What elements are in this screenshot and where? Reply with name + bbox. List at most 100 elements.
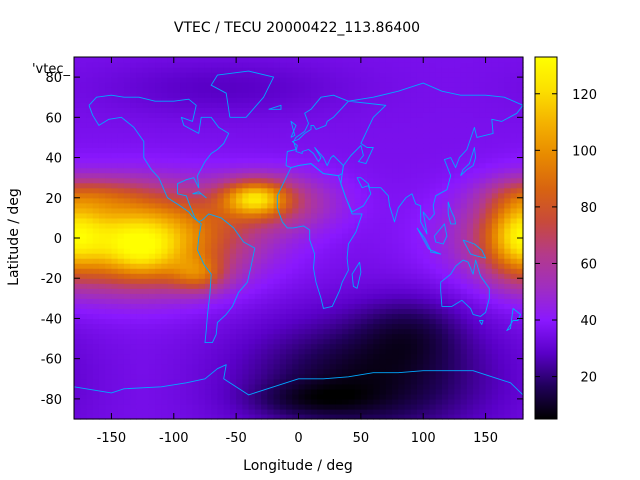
heatmap-cell [136, 212, 144, 219]
heatmap-cell [148, 373, 156, 380]
heatmap-cell [267, 217, 275, 224]
heatmap-cell [416, 403, 424, 410]
heatmap-cell [123, 248, 131, 254]
heatmap-cell [254, 303, 262, 309]
heatmap-cell [448, 408, 456, 415]
heatmap-cell [111, 137, 119, 144]
heatmap-cell [111, 248, 119, 254]
heatmap-cell [74, 398, 81, 405]
heatmap-cell [105, 117, 113, 123]
heatmap-cell [98, 177, 106, 184]
heatmap-cell [92, 77, 100, 83]
heatmap-cell [354, 187, 362, 194]
heatmap-cell [261, 182, 268, 189]
heatmap-cell [198, 232, 206, 239]
heatmap-cell [329, 273, 337, 279]
heatmap-cell [236, 192, 243, 199]
heatmap-cell [286, 197, 293, 204]
heatmap-cell [267, 373, 275, 380]
heatmap-cell [198, 323, 206, 330]
heatmap-cell [298, 333, 306, 340]
heatmap-cell [298, 408, 306, 415]
heatmap-cell [117, 278, 125, 284]
heatmap-cell [186, 192, 194, 199]
heatmap-cell [323, 413, 331, 420]
heatmap-cell [130, 107, 137, 113]
heatmap-cell [117, 132, 125, 139]
heatmap-cell [211, 157, 219, 164]
heatmap-cell [429, 162, 437, 169]
heatmap-cell [385, 212, 393, 219]
heatmap-cell [342, 67, 349, 73]
heatmap-cell [80, 102, 88, 108]
heatmap-cell [80, 368, 88, 375]
heatmap-cell [111, 112, 119, 118]
heatmap-cell [360, 413, 368, 420]
heatmap-cell [74, 182, 81, 189]
heatmap-cell [410, 132, 418, 139]
heatmap-cell [279, 358, 287, 365]
heatmap-cell [460, 348, 468, 355]
heatmap-cell [448, 413, 456, 420]
heatmap-cell [180, 202, 187, 209]
heatmap-cell [92, 403, 100, 410]
heatmap-cell [105, 388, 113, 395]
heatmap-cell [435, 202, 443, 209]
heatmap-cell [236, 398, 243, 405]
heatmap-cell [473, 147, 480, 154]
heatmap-cell [261, 67, 268, 73]
heatmap-cell [161, 398, 169, 405]
heatmap-cell [242, 137, 250, 144]
heatmap-cell [223, 112, 231, 118]
heatmap-cell [379, 343, 387, 350]
heatmap-cell [105, 303, 113, 309]
heatmap-cell [498, 167, 505, 174]
heatmap-cell [423, 273, 431, 279]
heatmap-cell [254, 177, 262, 184]
heatmap-cell [385, 263, 393, 269]
heatmap-cell [323, 243, 331, 249]
heatmap-cell [236, 273, 243, 279]
heatmap-cell [117, 273, 125, 279]
heatmap-cell [491, 137, 499, 144]
heatmap-cell [479, 57, 487, 63]
heatmap-cell [329, 263, 337, 269]
heatmap-cell [173, 388, 181, 395]
heatmap-cell [267, 112, 275, 118]
heatmap-cell [473, 308, 480, 315]
heatmap-cell [379, 127, 387, 134]
heatmap-cell [86, 323, 94, 330]
heatmap-cell [404, 217, 412, 224]
heatmap-cell [448, 117, 456, 123]
heatmap-cell [142, 308, 150, 315]
heatmap-cell [204, 393, 212, 400]
heatmap-cell [410, 162, 418, 169]
heatmap-cell [473, 77, 480, 83]
heatmap-cell [404, 373, 412, 380]
heatmap-cell [429, 122, 437, 128]
heatmap-cell [142, 303, 150, 309]
heatmap-cell [329, 82, 337, 88]
heatmap-cell [167, 363, 175, 370]
heatmap-cell [441, 328, 449, 335]
heatmap-cell [173, 368, 181, 375]
heatmap-cell [279, 353, 287, 360]
heatmap-cell [292, 268, 300, 274]
heatmap-cell [198, 298, 206, 304]
heatmap-cell [74, 283, 81, 289]
heatmap-cell [98, 238, 106, 244]
heatmap-cell [286, 263, 293, 269]
heatmap-cell [105, 253, 113, 259]
heatmap-cell [479, 197, 487, 204]
heatmap-cell [261, 413, 268, 420]
heatmap-cell [404, 328, 412, 335]
heatmap-cell [454, 288, 462, 294]
heatmap-cell [217, 157, 225, 164]
heatmap-cell [404, 308, 412, 315]
heatmap-cell [198, 177, 206, 184]
heatmap-cell [155, 82, 162, 88]
heatmap-cell [342, 258, 349, 264]
heatmap-cell [504, 293, 512, 299]
heatmap-cell [379, 403, 387, 410]
heatmap-cell [429, 227, 437, 234]
